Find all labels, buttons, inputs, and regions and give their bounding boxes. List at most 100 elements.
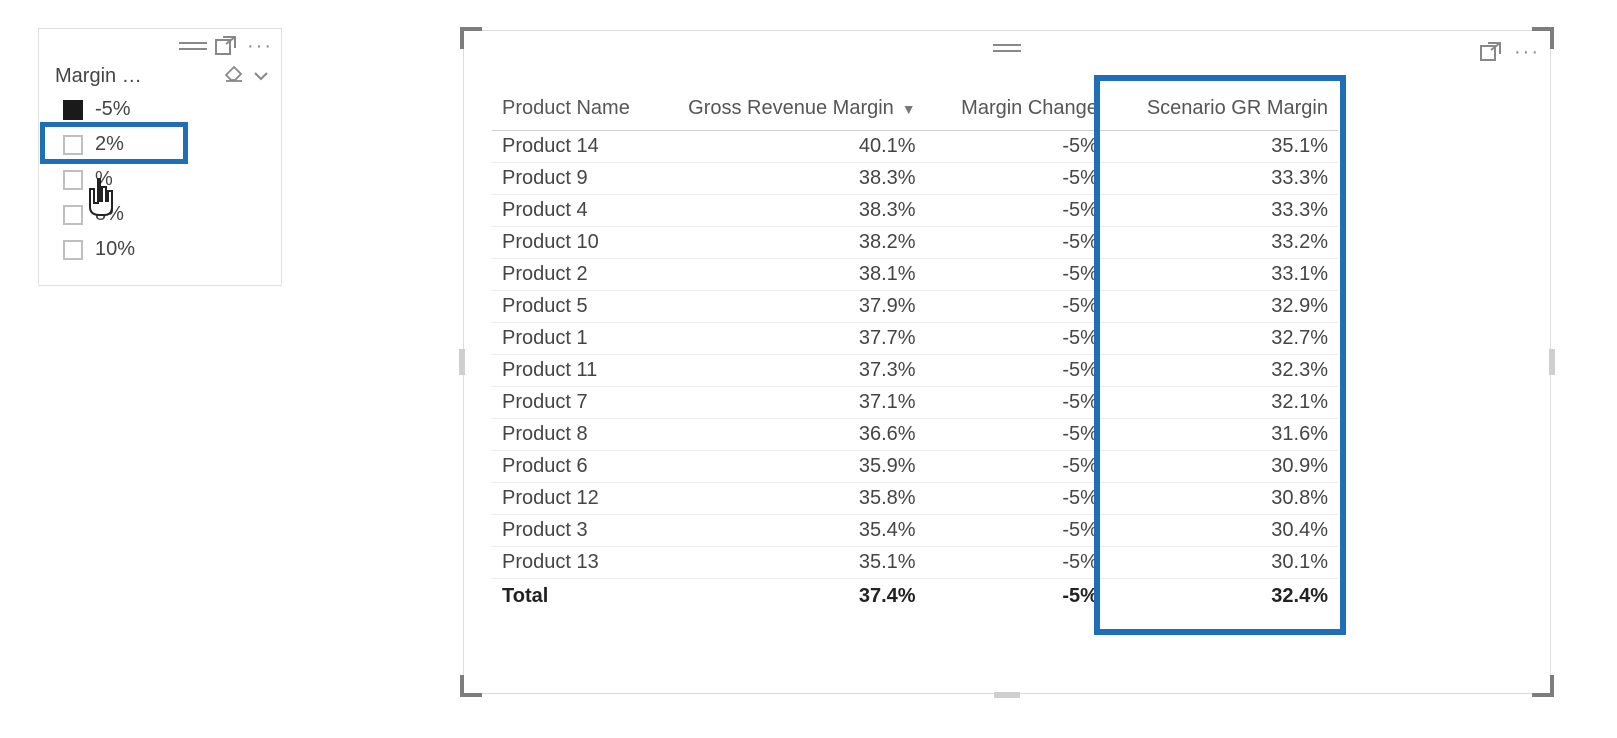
cell-scenario-margin: 32.1% (1108, 387, 1338, 419)
cell-margin-change: -5% (926, 419, 1108, 451)
table-row[interactable]: Product 836.6%-5%31.6% (492, 419, 1338, 451)
selection-corner-icon[interactable] (1532, 27, 1554, 49)
cell-scenario-margin: 32.3% (1108, 355, 1338, 387)
slicer-options-list: -5% 2% % 8% 10% (39, 92, 281, 285)
cell-product-name: Product 14 (492, 131, 659, 163)
cell-product-name: Product 3 (492, 515, 659, 547)
cell-gross-margin: 35.8% (659, 483, 926, 515)
cell-gross-margin: 38.1% (659, 259, 926, 291)
cell-margin-change: -5% (926, 259, 1108, 291)
slicer-option[interactable]: 2% (39, 127, 281, 162)
table-row[interactable]: Product 1335.1%-5%30.1% (492, 547, 1338, 579)
chevron-down-icon[interactable] (253, 65, 269, 88)
cell-margin-change: -5% (926, 163, 1108, 195)
more-options-icon[interactable]: ··· (245, 35, 275, 58)
cell-product-name: Product 1 (492, 323, 659, 355)
table-row[interactable]: Product 438.3%-5%33.3% (492, 195, 1338, 227)
margin-slicer[interactable]: ··· Margin … -5% 2% (38, 28, 282, 286)
cell-gross-margin: 35.1% (659, 547, 926, 579)
focus-mode-icon[interactable] (1480, 42, 1502, 62)
table-row[interactable]: Product 137.7%-5%32.7% (492, 323, 1338, 355)
cell-margin-change: -5% (926, 547, 1108, 579)
selection-corner-icon[interactable] (460, 27, 482, 49)
table-row[interactable]: Product 1235.8%-5%30.8% (492, 483, 1338, 515)
table-row[interactable]: Product 238.1%-5%33.1% (492, 259, 1338, 291)
table-row[interactable]: Product 635.9%-5%30.9% (492, 451, 1338, 483)
checkbox-icon[interactable] (63, 205, 83, 225)
cell-gross-margin: 38.3% (659, 195, 926, 227)
column-header-label: Margin Change (961, 97, 1098, 119)
slicer-option-label: 10% (95, 238, 135, 261)
table-row[interactable]: Product 1038.2%-5%33.2% (492, 227, 1338, 259)
cell-gross-margin: 37.1% (659, 387, 926, 419)
slicer-option[interactable]: -5% (39, 92, 281, 127)
table-total-row: Total37.4%-5%32.4% (492, 579, 1338, 613)
checkbox-icon[interactable] (63, 100, 83, 120)
cell-scenario-margin: 30.4% (1108, 515, 1338, 547)
cell-margin-change: -5% (926, 483, 1108, 515)
table-row[interactable]: Product 737.1%-5%32.1% (492, 387, 1338, 419)
checkbox-icon[interactable] (63, 135, 83, 155)
table-row[interactable]: Product 1137.3%-5%32.3% (492, 355, 1338, 387)
cell-scenario-margin: 31.6% (1108, 419, 1338, 451)
table-row[interactable]: Product 335.4%-5%30.4% (492, 515, 1338, 547)
slicer-option[interactable]: 8% (39, 197, 281, 232)
column-header-product-name[interactable]: Product Name (492, 89, 659, 131)
slicer-option-label: -5% (95, 98, 131, 121)
cell-gross-margin: 37.7% (659, 323, 926, 355)
cell-product-name: Product 12 (492, 483, 659, 515)
table-row[interactable]: Product 1440.1%-5%35.1% (492, 131, 1338, 163)
resize-handle-icon[interactable] (459, 349, 465, 375)
drag-handle-icon[interactable] (993, 41, 1021, 55)
selection-corner-icon[interactable] (460, 675, 482, 697)
cell-product-name: Product 11 (492, 355, 659, 387)
cell-gross-margin: 35.4% (659, 515, 926, 547)
sort-desc-icon: ▼ (898, 101, 916, 117)
cell-product-name: Product 10 (492, 227, 659, 259)
cell-gross-margin: 40.1% (659, 131, 926, 163)
slicer-option[interactable]: % (39, 162, 281, 197)
selection-corner-icon[interactable] (1532, 675, 1554, 697)
cell-gross-margin: 38.2% (659, 227, 926, 259)
cell-margin-change: -5% (926, 195, 1108, 227)
slicer-option-label: 8% (95, 203, 124, 226)
cell-margin-change: -5% (926, 387, 1108, 419)
table-row[interactable]: Product 938.3%-5%33.3% (492, 163, 1338, 195)
cell-scenario-margin: 33.3% (1108, 195, 1338, 227)
cell-product-name: Product 8 (492, 419, 659, 451)
slicer-header: ··· (39, 29, 281, 63)
cell-scenario-margin: 30.9% (1108, 451, 1338, 483)
checkbox-icon[interactable] (63, 170, 83, 190)
cell-product-name: Product 2 (492, 259, 659, 291)
resize-handle-icon[interactable] (1549, 349, 1555, 375)
cell-scenario-margin: 33.1% (1108, 259, 1338, 291)
cell-margin-change: -5% (926, 355, 1108, 387)
cell-product-name: Product 13 (492, 547, 659, 579)
focus-mode-icon[interactable] (215, 36, 237, 56)
column-header-gross-margin[interactable]: Gross Revenue Margin ▼ (659, 89, 926, 131)
resize-handle-icon[interactable] (994, 692, 1020, 698)
cell-scenario-margin: 33.3% (1108, 163, 1338, 195)
cell-gross-margin: 36.6% (659, 419, 926, 451)
cell-scenario-margin: 32.7% (1108, 323, 1338, 355)
cell-margin-change: -5% (926, 227, 1108, 259)
cell-margin-change: -5% (926, 451, 1108, 483)
table-row[interactable]: Product 537.9%-5%32.9% (492, 291, 1338, 323)
cell-scenario-margin: 32.9% (1108, 291, 1338, 323)
slicer-option[interactable]: 10% (39, 232, 281, 267)
product-margin-table: Product Name Gross Revenue Margin ▼ Marg… (492, 89, 1338, 612)
cell-scenario-margin: 30.8% (1108, 483, 1338, 515)
column-header-label: Gross Revenue Margin (688, 97, 894, 119)
cell-total-gross: 37.4% (659, 579, 926, 613)
column-header-label: Scenario GR Margin (1147, 97, 1328, 119)
drag-handle-icon[interactable] (179, 39, 207, 53)
checkbox-icon[interactable] (63, 240, 83, 260)
eraser-icon[interactable] (225, 65, 243, 88)
column-header-scenario-margin[interactable]: Scenario GR Margin (1108, 89, 1338, 131)
cell-margin-change: -5% (926, 323, 1108, 355)
cell-total-scenario: 32.4% (1108, 579, 1338, 613)
column-header-margin-change[interactable]: Margin Change (926, 89, 1108, 131)
product-margin-table-visual[interactable]: ··· Product Name Gross Revenue Margin ▼ … (463, 30, 1551, 694)
cell-total-label: Total (492, 579, 659, 613)
cell-gross-margin: 35.9% (659, 451, 926, 483)
